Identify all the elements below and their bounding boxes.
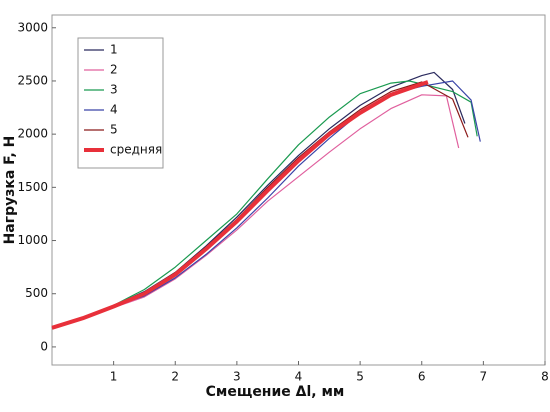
x-axis-label: Смещение Δl, мм bbox=[206, 384, 345, 400]
y-tick-label: 500 bbox=[25, 286, 48, 300]
legend-label: 4 bbox=[110, 103, 118, 117]
x-tick-label: 8 bbox=[541, 370, 549, 384]
legend-label: 5 bbox=[110, 123, 118, 137]
x-tick-label: 3 bbox=[233, 370, 241, 384]
y-axis-label: Нагрузка F, Н bbox=[2, 136, 18, 245]
y-tick-label: 2500 bbox=[17, 73, 48, 87]
legend-label: 1 bbox=[110, 43, 118, 57]
y-tick-label: 1500 bbox=[17, 180, 48, 194]
y-tick-label: 0 bbox=[40, 339, 48, 353]
series-line bbox=[51, 80, 429, 330]
x-tick-label: 7 bbox=[480, 370, 488, 384]
legend-box bbox=[77, 37, 164, 169]
x-tick-label: 1 bbox=[110, 370, 118, 384]
x-tick-label: 4 bbox=[295, 370, 303, 384]
legend-label: 3 bbox=[110, 83, 118, 97]
y-tick-label: 3000 bbox=[17, 20, 48, 34]
y-tick-label: 2000 bbox=[17, 127, 48, 141]
legend-label: средняя bbox=[110, 143, 162, 157]
x-tick-label: 2 bbox=[171, 370, 179, 384]
y-tick-label: 1000 bbox=[17, 233, 48, 247]
x-tick-label: 5 bbox=[356, 370, 364, 384]
x-tick-label: 6 bbox=[418, 370, 426, 384]
series-line bbox=[51, 80, 478, 329]
legend-label: 2 bbox=[110, 63, 118, 77]
